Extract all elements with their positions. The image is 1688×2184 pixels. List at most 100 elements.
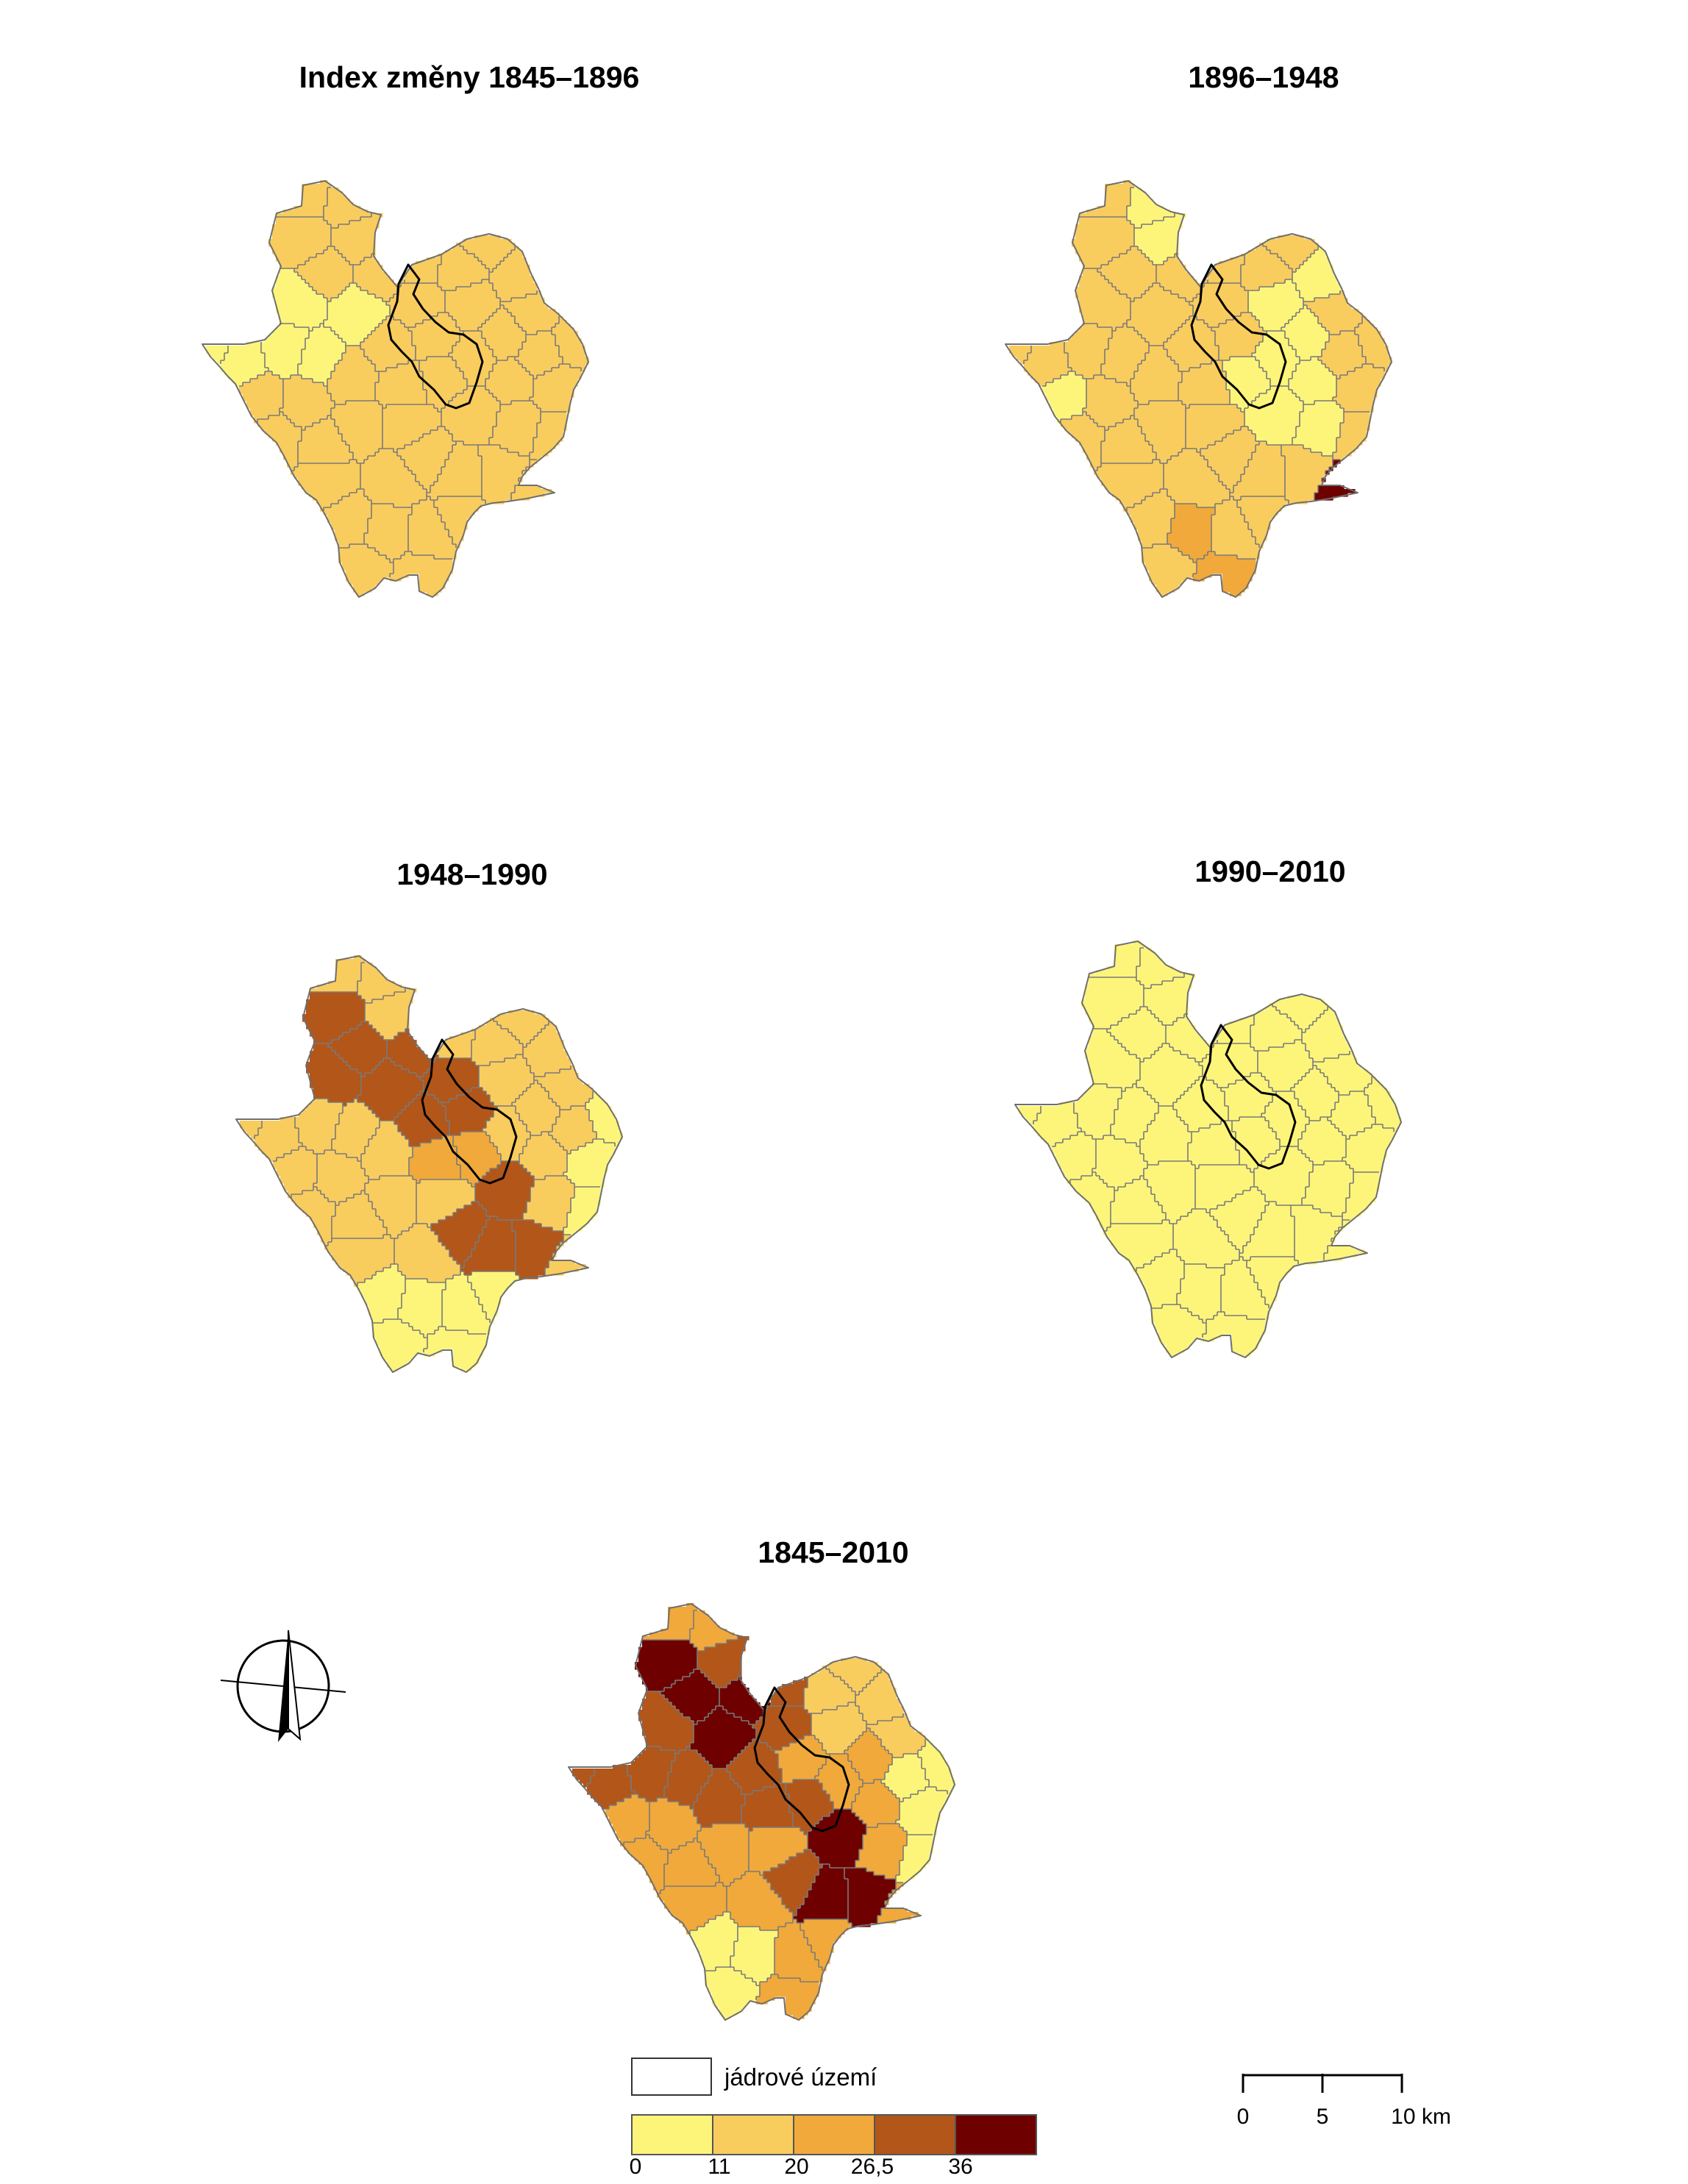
- municipality-area: [235, 382, 243, 387]
- municipality-area: [530, 1069, 560, 1074]
- municipality-area: [360, 482, 420, 486]
- municipality-area: [541, 1029, 557, 1033]
- municipality-area: [730, 1956, 775, 1960]
- municipality-area: [1269, 1102, 1299, 1107]
- municipality-area: [1241, 408, 1245, 413]
- municipality-area: [1130, 221, 1153, 225]
- municipality-area: [694, 1813, 742, 1817]
- municipality-area: [279, 375, 291, 379]
- municipality-area: [855, 1813, 900, 1817]
- municipality-area: [1298, 1099, 1339, 1103]
- municipality-area: [379, 324, 405, 328]
- municipality-area: [819, 1857, 860, 1861]
- municipality-area: [446, 1110, 494, 1114]
- municipality-area: [815, 1875, 845, 1880]
- municipality-area: [479, 1077, 535, 1081]
- municipality-area: [646, 1835, 650, 1839]
- municipality-area: [778, 1974, 823, 1979]
- municipality-area: [295, 1117, 340, 1121]
- municipality-area: [493, 353, 519, 357]
- municipality-area: [786, 1905, 801, 1909]
- municipality-area: [690, 1930, 738, 1935]
- municipality-area: [1127, 320, 1186, 324]
- municipality-area: [1140, 959, 1163, 963]
- municipality-area: [1103, 1227, 1108, 1232]
- municipality-area: [1130, 202, 1157, 207]
- municipality-area: [306, 1213, 336, 1217]
- municipality-area: [819, 1780, 863, 1784]
- municipality-area: [1244, 419, 1300, 424]
- municipality-area: [1346, 1146, 1387, 1151]
- municipality-area: [657, 1842, 687, 1846]
- municipality-area: [335, 1205, 373, 1210]
- municipality-area: [460, 1176, 483, 1180]
- municipality-area: [379, 449, 394, 453]
- municipality-area: [697, 1662, 742, 1666]
- municipality-area: [1292, 441, 1337, 446]
- municipality-area: [1285, 471, 1326, 475]
- municipality-area: [1200, 290, 1249, 295]
- municipality-area: [251, 1135, 255, 1140]
- municipality-area: [1149, 574, 1194, 578]
- municipality-area: [642, 1724, 694, 1729]
- municipality-area: [527, 1124, 553, 1129]
- municipality-area: [1134, 371, 1183, 376]
- municipality-area: [1250, 1238, 1295, 1243]
- municipality-area: [1336, 449, 1356, 453]
- municipality-area: [888, 1787, 926, 1791]
- municipality-area: [1295, 1224, 1343, 1228]
- municipality-area: [1195, 1191, 1244, 1195]
- municipality-area: [1105, 191, 1131, 196]
- municipality-area: [405, 272, 438, 276]
- municipality-area: [354, 955, 362, 960]
- municipality-area: [1306, 1113, 1332, 1118]
- municipality-area: [1306, 1043, 1350, 1048]
- municipality-area: [1138, 331, 1175, 335]
- municipality-area: [247, 1132, 259, 1136]
- municipality-area: [888, 1765, 922, 1769]
- municipality-area: [380, 1345, 428, 1349]
- municipality-area: [331, 408, 383, 413]
- municipality-area: [1167, 349, 1219, 354]
- municipality-area: [1024, 360, 1069, 365]
- municipality-area: [1155, 1327, 1207, 1331]
- municipality-area: [1313, 1165, 1350, 1169]
- municipality-area: [413, 1146, 457, 1151]
- municipality-area: [360, 485, 424, 490]
- municipality-area: [1252, 456, 1286, 460]
- municipality-area: [317, 1154, 347, 1158]
- municipality-area: [672, 1849, 705, 1854]
- municipality-area: [1178, 368, 1190, 372]
- municipality-area: [1112, 335, 1142, 339]
- municipality-area: [427, 401, 449, 405]
- municipality-area: [360, 287, 398, 291]
- municipality-area: [321, 1191, 362, 1195]
- municipality-area: [321, 1235, 332, 1239]
- municipality-area: [298, 463, 361, 468]
- municipality-area: [1306, 1029, 1343, 1033]
- municipality-area: [376, 1113, 399, 1118]
- municipality-area: [1166, 1213, 1189, 1217]
- municipality-area: [1254, 1176, 1310, 1180]
- municipality-area: [512, 1227, 553, 1232]
- municipality-area: [1019, 1110, 1041, 1114]
- municipality-area: [1383, 1124, 1398, 1129]
- municipality-area: [368, 290, 398, 295]
- municipality-area: [265, 357, 302, 361]
- municipality-area: [456, 287, 494, 291]
- municipality-area: [1173, 1242, 1233, 1246]
- municipality-area: [335, 537, 365, 541]
- municipality-area: [819, 1963, 827, 1968]
- municipality-area: [585, 1143, 616, 1147]
- municipality-area: [804, 1706, 838, 1710]
- municipality-area: [1318, 320, 1363, 324]
- municipality-area: [613, 1824, 650, 1828]
- municipality-area: [892, 1761, 922, 1766]
- municipality-area: [496, 357, 508, 361]
- municipality-area: [730, 1680, 742, 1685]
- municipality-area: [852, 1765, 889, 1769]
- municipality-area: [1324, 1161, 1347, 1166]
- municipality-area: [749, 1831, 805, 1835]
- municipality-area: [1105, 195, 1131, 199]
- municipality-area: [1138, 401, 1150, 405]
